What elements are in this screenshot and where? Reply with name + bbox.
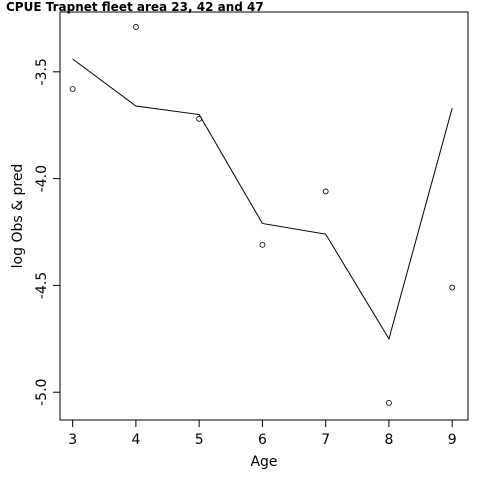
- x-tick-label: 9: [448, 432, 457, 448]
- y-axis-label: log Obs & pred: [10, 164, 26, 269]
- predicted-line: [72, 58, 453, 341]
- observed-point: [69, 86, 76, 92]
- observed-point: [449, 284, 456, 291]
- x-tick-label: 8: [384, 432, 393, 448]
- x-axis-label: Age: [250, 454, 277, 470]
- y-tick-label: -4.0: [34, 165, 50, 192]
- series-layer: [69, 24, 456, 406]
- observed-point: [259, 241, 266, 248]
- y-tick-label: -5.0: [34, 379, 50, 406]
- y-tick-label: -3.5: [34, 58, 50, 85]
- y-axis: -5.0 -4.5 -4.0 -3.5: [34, 58, 61, 406]
- x-tick-label: 7: [321, 432, 330, 448]
- chart-title: CPUE Trapnet fleet area 23, 42 and 47: [6, 0, 264, 14]
- plot-frame: [59, 11, 469, 421]
- observed-point: [386, 400, 392, 406]
- x-tick-label: 4: [131, 432, 140, 448]
- x-axis: 3 4 5 6 7 8 9: [68, 419, 457, 448]
- observed-point: [322, 188, 329, 195]
- observed-point: [133, 24, 139, 30]
- y-tick-label: -4.5: [34, 272, 50, 299]
- x-tick-label: 3: [68, 432, 77, 448]
- x-tick-label: 6: [258, 432, 267, 448]
- x-tick-label: 5: [195, 432, 204, 448]
